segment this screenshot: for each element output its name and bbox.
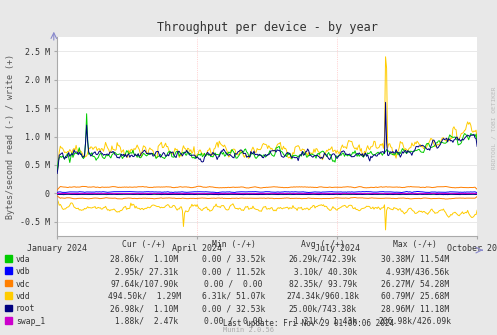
Text: 6.31k/ 51.07k: 6.31k/ 51.07k bbox=[202, 292, 265, 301]
Text: swap_1: swap_1 bbox=[16, 317, 45, 326]
Y-axis label: Bytes/second read (-) / write (+): Bytes/second read (-) / write (+) bbox=[6, 54, 15, 219]
Text: 97.64k/107.90k: 97.64k/107.90k bbox=[110, 280, 178, 288]
Text: 0.00 /  0.00: 0.00 / 0.00 bbox=[204, 280, 263, 288]
Text: Last update: Fri Nov 29 01:00:06 2024: Last update: Fri Nov 29 01:00:06 2024 bbox=[223, 319, 394, 328]
Text: 28.86k/  1.10M: 28.86k/ 1.10M bbox=[110, 255, 178, 264]
Text: vda: vda bbox=[16, 255, 30, 264]
Text: 1.88k/  2.47k: 1.88k/ 2.47k bbox=[110, 317, 178, 326]
Text: vdc: vdc bbox=[16, 280, 30, 288]
Text: vdd: vdd bbox=[16, 292, 30, 301]
Text: 26.98k/  1.10M: 26.98k/ 1.10M bbox=[110, 305, 178, 313]
Text: root: root bbox=[16, 305, 35, 313]
Text: 25.00k/743.38k: 25.00k/743.38k bbox=[289, 305, 357, 313]
Text: 0.00 /  0.00: 0.00 / 0.00 bbox=[204, 317, 263, 326]
Text: Cur (-/+): Cur (-/+) bbox=[122, 240, 166, 249]
Text: 30.38M/ 11.54M: 30.38M/ 11.54M bbox=[381, 255, 449, 264]
Text: Avg (-/+): Avg (-/+) bbox=[301, 240, 345, 249]
Text: 4.93M/436.56k: 4.93M/436.56k bbox=[381, 267, 449, 276]
Text: 0.00 / 32.53k: 0.00 / 32.53k bbox=[202, 305, 265, 313]
Text: 26.27M/ 54.28M: 26.27M/ 54.28M bbox=[381, 280, 449, 288]
Text: Max (-/+): Max (-/+) bbox=[393, 240, 437, 249]
Text: 60.79M/ 25.68M: 60.79M/ 25.68M bbox=[381, 292, 449, 301]
Text: 206.98k/426.09k: 206.98k/426.09k bbox=[378, 317, 452, 326]
Text: 1.21k/  1.43k: 1.21k/ 1.43k bbox=[289, 317, 357, 326]
Text: Min (-/+): Min (-/+) bbox=[212, 240, 255, 249]
Text: 494.50k/  1.29M: 494.50k/ 1.29M bbox=[107, 292, 181, 301]
Text: 274.34k/960.18k: 274.34k/960.18k bbox=[286, 292, 360, 301]
Text: RRDTOOL / TOBI OETIKER: RRDTOOL / TOBI OETIKER bbox=[491, 86, 496, 169]
Text: 3.10k/ 40.30k: 3.10k/ 40.30k bbox=[289, 267, 357, 276]
Text: vdb: vdb bbox=[16, 267, 30, 276]
Text: 28.96M/ 11.18M: 28.96M/ 11.18M bbox=[381, 305, 449, 313]
Text: 26.29k/742.39k: 26.29k/742.39k bbox=[289, 255, 357, 264]
Text: 0.00 / 11.52k: 0.00 / 11.52k bbox=[202, 267, 265, 276]
Text: 82.35k/ 93.79k: 82.35k/ 93.79k bbox=[289, 280, 357, 288]
Text: Munin 2.0.56: Munin 2.0.56 bbox=[223, 327, 274, 333]
Text: 2.95k/ 27.31k: 2.95k/ 27.31k bbox=[110, 267, 178, 276]
Title: Throughput per device - by year: Throughput per device - by year bbox=[157, 21, 378, 34]
Text: 0.00 / 33.52k: 0.00 / 33.52k bbox=[202, 255, 265, 264]
